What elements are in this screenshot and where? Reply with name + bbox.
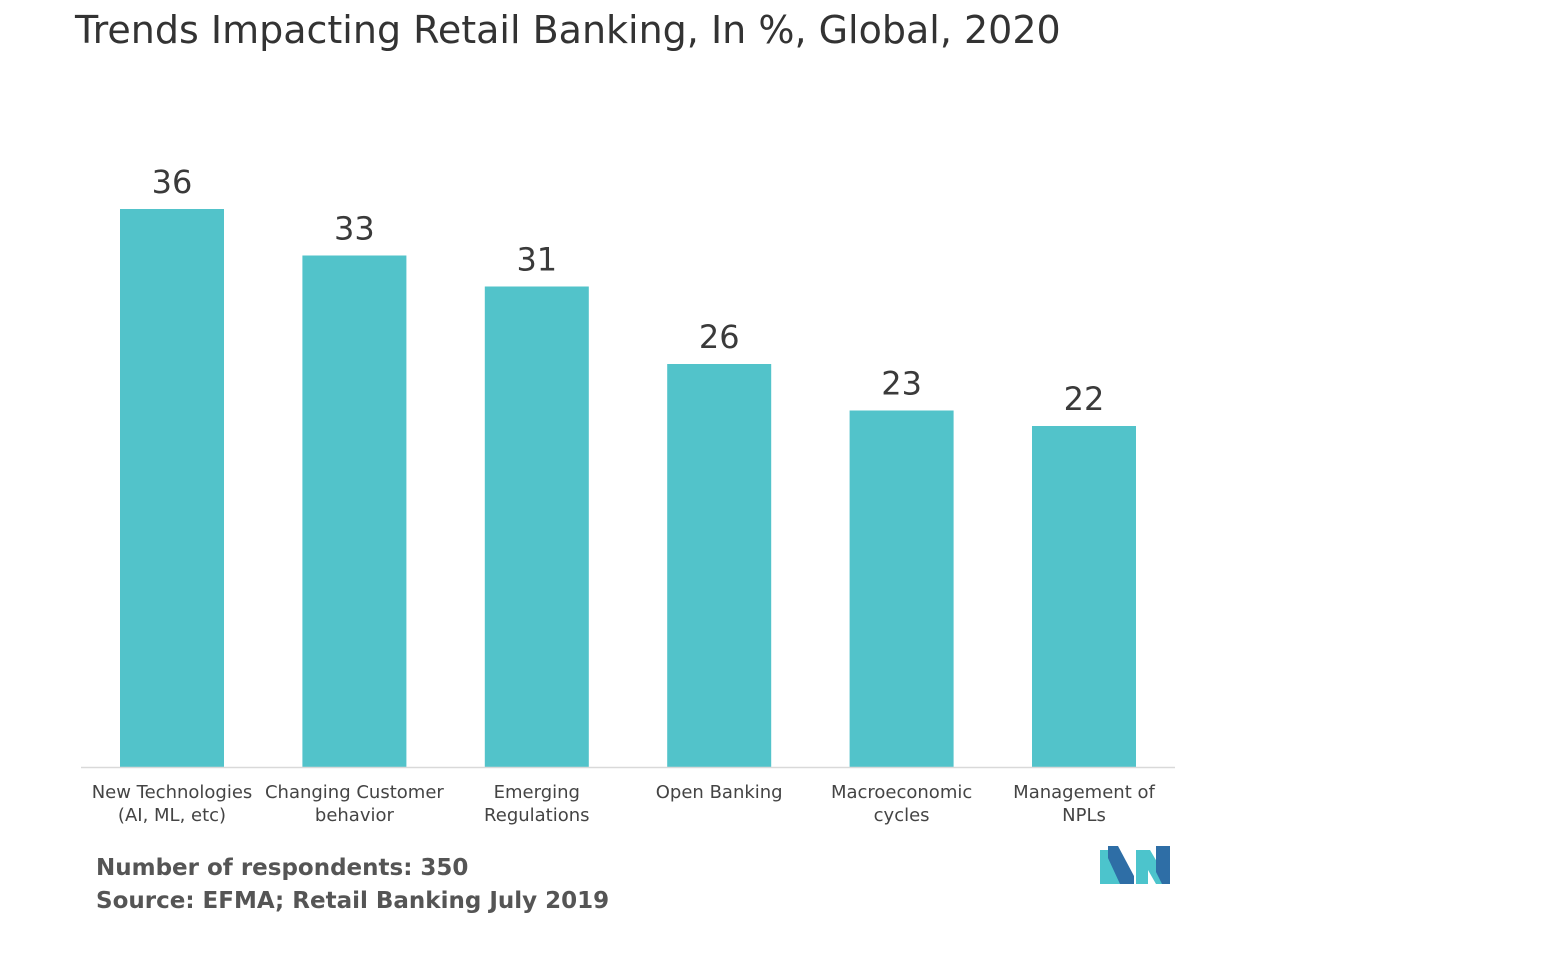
bar bbox=[849, 410, 954, 767]
bar-value-label: 36 bbox=[152, 163, 193, 201]
bar bbox=[1032, 426, 1136, 767]
chart-title: Trends Impacting Retail Banking, In %, G… bbox=[75, 8, 1061, 52]
logo-middle-stroke bbox=[1108, 846, 1134, 884]
bar bbox=[120, 209, 224, 767]
category-label: Management of NPLs bbox=[1013, 782, 1155, 826]
bar-value-label: 31 bbox=[516, 241, 557, 279]
category-label-line: Management of bbox=[1013, 782, 1155, 803]
bars-group bbox=[120, 209, 1136, 767]
bar-value-label: 23 bbox=[881, 365, 922, 403]
bar-value-label: 26 bbox=[699, 318, 740, 356]
value-labels-group: 36 33 31 26 23 22 bbox=[152, 163, 1105, 418]
logo-right-dark bbox=[1156, 846, 1170, 884]
bar bbox=[302, 255, 407, 767]
category-label-line: New Technologies bbox=[92, 782, 253, 803]
category-label-line: Changing Customer bbox=[265, 782, 444, 803]
bar-value-label: 22 bbox=[1064, 380, 1105, 418]
mordor-intelligence-logo-icon bbox=[1100, 846, 1170, 888]
category-labels-group: New Technologies (AI, ML, etc) Changing Cu… bbox=[92, 782, 1156, 826]
category-label-line: Emerging bbox=[494, 782, 580, 803]
respondents-note: Number of respondents: 350 bbox=[96, 855, 469, 881]
bar bbox=[667, 364, 772, 767]
category-label-line: Open Banking bbox=[656, 782, 783, 803]
category-label: Open Banking bbox=[656, 782, 783, 803]
bar-value-label: 33 bbox=[334, 210, 375, 248]
category-label: Changing Customer behavior bbox=[265, 782, 444, 826]
category-label-line: NPLs bbox=[1062, 805, 1106, 826]
source-note: Source: EFMA; Retail Banking July 2019 bbox=[96, 888, 610, 914]
category-label: Emerging Regulations bbox=[484, 782, 590, 826]
category-label: New Technologies (AI, ML, etc) bbox=[92, 782, 253, 826]
category-label-line: (AI, ML, etc) bbox=[118, 805, 226, 826]
category-label-line: Regulations bbox=[484, 805, 590, 826]
category-label-line: behavior bbox=[315, 805, 395, 826]
category-label-line: cycles bbox=[874, 805, 930, 826]
bar bbox=[484, 286, 589, 767]
category-label-line: Macroeconomic bbox=[831, 782, 972, 803]
category-label: Macroeconomic cycles bbox=[831, 782, 972, 826]
